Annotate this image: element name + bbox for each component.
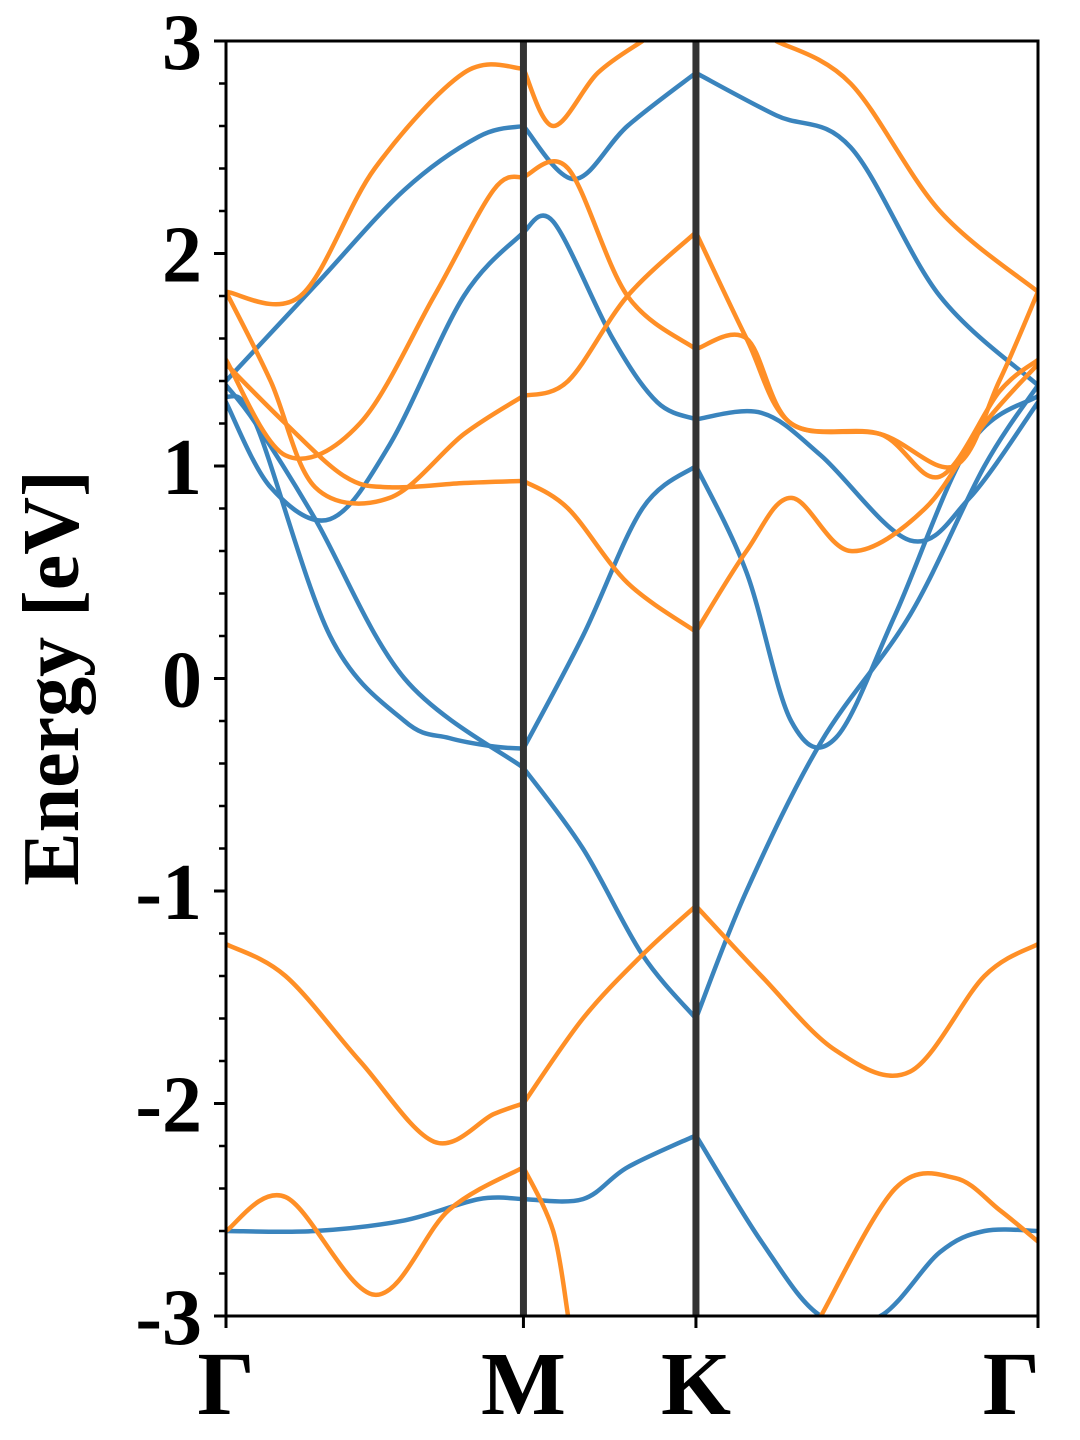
band-line-orange-30 [226,1165,526,1298]
band-line-orange-32 [818,1171,1038,1316]
band-line-blue-10 [521,70,699,182]
band-line-orange-12 [226,361,526,490]
band-line-orange-18 [226,174,526,461]
band-line-orange-19 [521,159,699,352]
band-line-blue-3 [226,383,526,771]
y-tick-label: 3 [162,0,202,87]
band-line-orange-31 [521,1165,571,1316]
band-line-blue-29 [693,1133,1038,1316]
band-line-blue-1 [521,463,699,751]
band-line-blue-6 [226,230,526,523]
band-line-blue-28 [521,1133,699,1204]
band-line-orange-23 [774,41,1038,295]
band-line-blue-8 [693,400,1038,544]
band-line-orange-22 [521,41,645,129]
y-axis-title: Energy [eV] [8,470,96,885]
band-line-orange-20 [693,332,1038,480]
series-layer [226,41,1038,1316]
band-line-orange-15 [226,289,526,506]
y-tick-label: -2 [135,1062,202,1150]
y-tick-label: 1 [162,424,202,512]
band-line-blue-7 [521,213,699,422]
y-tick-label: 0 [162,637,202,725]
y-tick-label: -3 [135,1274,202,1362]
band-line-orange-13 [521,478,699,634]
band-line-orange-26 [693,903,1038,1078]
band-line-blue-5 [693,383,1038,1021]
x-tick-label: K [661,1335,731,1434]
band-line-blue-27 [226,1195,526,1235]
band-line-orange-24 [226,941,526,1146]
x-tick-label: Γ [983,1335,1040,1434]
band-line-blue-11 [693,70,1038,388]
band-line-orange-21 [226,62,526,307]
band-line-orange-25 [521,903,699,1106]
y-axis-ticks: -3 -2 -1 0 1 2 3 [135,0,226,1362]
x-tick-label: Γ [197,1335,254,1434]
band-line-orange-16 [521,230,699,399]
x-tick-label: M [481,1335,566,1434]
y-tick-label: -1 [135,849,202,937]
band-line-blue-4 [521,765,699,1021]
symmetry-lines-layer [519,41,700,1316]
y-tick-label: 2 [162,212,202,300]
band-line-blue-9 [226,123,526,384]
